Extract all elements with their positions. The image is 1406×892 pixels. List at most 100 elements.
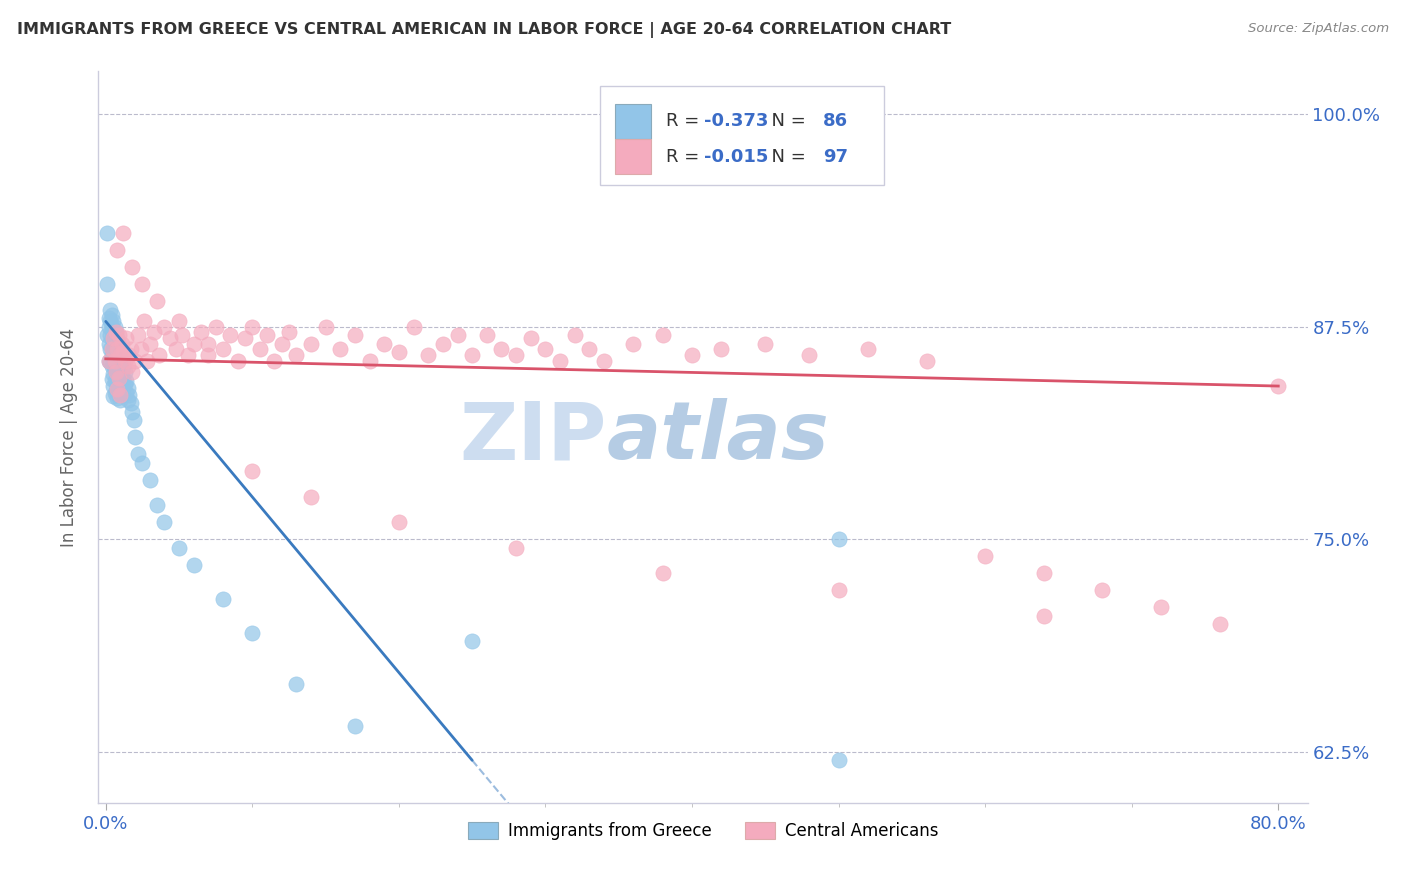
Point [388, 345, 411, 359]
Point [105, 384, 128, 399]
Point [115, 331, 138, 345]
Point [114, 353, 136, 368]
Point [129, 342, 152, 356]
Point [212, 591, 235, 606]
Point [329, 342, 352, 356]
Point [593, 353, 616, 368]
Point [710, 342, 733, 356]
Point [263, 353, 285, 368]
Point [461, 348, 484, 362]
Point [124, 353, 146, 368]
Text: N =: N = [759, 112, 811, 130]
Point [120, 396, 142, 410]
Point [127, 447, 149, 461]
Point [131, 456, 153, 470]
Point [96, 328, 118, 343]
Point [111, 351, 134, 366]
Point [98, 328, 121, 343]
Point [278, 325, 301, 339]
Point [101, 334, 124, 349]
Text: 86: 86 [823, 112, 848, 130]
Point [110, 387, 132, 401]
Point [827, 583, 849, 598]
Point [285, 677, 308, 691]
Point [190, 325, 212, 339]
Point [121, 260, 143, 274]
Point [107, 331, 129, 345]
Point [103, 319, 125, 334]
Point [146, 293, 169, 308]
Point [373, 336, 395, 351]
Point [101, 379, 124, 393]
Point [103, 340, 125, 354]
Point [249, 342, 271, 356]
Point [143, 325, 166, 339]
Point [107, 243, 129, 257]
Point [118, 387, 141, 401]
Point [110, 368, 132, 383]
Point [101, 389, 124, 403]
Point [112, 359, 135, 373]
Point [505, 541, 527, 555]
Point [315, 319, 337, 334]
Point [212, 342, 235, 356]
Point [578, 342, 600, 356]
Point [115, 374, 138, 388]
Point [118, 348, 141, 362]
Point [115, 385, 138, 400]
Point [98, 314, 121, 328]
FancyBboxPatch shape [600, 86, 884, 185]
Point [491, 342, 513, 356]
Point [197, 336, 219, 351]
Point [108, 338, 131, 352]
Point [112, 383, 135, 397]
Bar [614, 103, 651, 138]
Point [108, 362, 131, 376]
Text: R =: R = [665, 148, 704, 166]
Point [402, 319, 425, 334]
Point [799, 348, 821, 362]
Point [135, 353, 157, 368]
Point [285, 348, 308, 362]
Point [96, 226, 118, 240]
Point [432, 336, 454, 351]
Point [110, 381, 132, 395]
Point [131, 277, 153, 291]
Point [127, 328, 149, 343]
Point [915, 353, 938, 368]
Point [651, 566, 673, 581]
Point [138, 336, 160, 351]
Point [107, 383, 129, 397]
Point [98, 302, 121, 317]
Point [103, 385, 125, 400]
Point [754, 336, 776, 351]
Point [110, 357, 132, 371]
Point [97, 353, 120, 368]
Point [103, 350, 125, 364]
Point [105, 348, 128, 362]
Text: Source: ZipAtlas.com: Source: ZipAtlas.com [1249, 22, 1389, 36]
Point [974, 549, 997, 563]
Point [111, 336, 134, 351]
Point [183, 336, 205, 351]
Point [101, 325, 124, 339]
Point [100, 342, 122, 356]
Point [120, 342, 142, 356]
Legend: Immigrants from Greece, Central Americans: Immigrants from Greece, Central American… [461, 815, 945, 847]
Point [856, 342, 879, 356]
Point [103, 329, 125, 343]
Text: ZIP: ZIP [458, 398, 606, 476]
Point [1091, 583, 1114, 598]
Point [117, 392, 139, 407]
Point [101, 331, 124, 345]
Point [233, 331, 256, 345]
Point [114, 377, 136, 392]
Point [461, 634, 484, 648]
Point [138, 473, 160, 487]
Point [108, 385, 131, 400]
Point [97, 311, 120, 326]
Point [96, 277, 118, 291]
Point [101, 314, 124, 328]
Point [97, 353, 120, 368]
Point [97, 319, 120, 334]
